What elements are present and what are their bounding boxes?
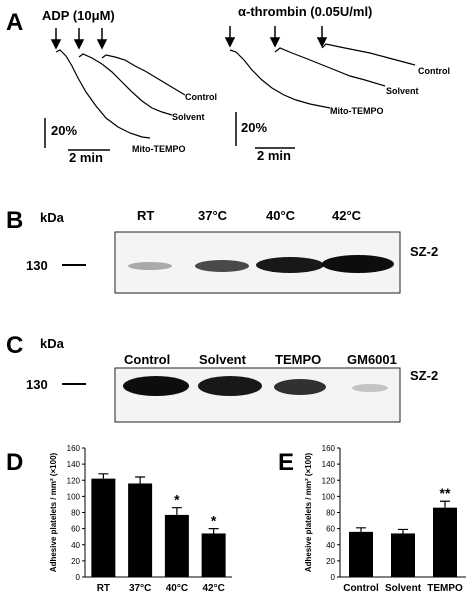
y-tick-label: 100 [322, 492, 336, 501]
trace-label: Mito-TEMPO [132, 144, 186, 154]
scale-label: 2 min [69, 150, 103, 165]
significance: * [174, 492, 180, 508]
lane-label: 40°C [266, 208, 296, 223]
significance: ** [440, 485, 451, 501]
y-tick-label: 80 [71, 509, 80, 518]
error-bar [98, 473, 109, 479]
scale-bar [44, 112, 295, 151]
scale-label: 20% [241, 120, 267, 135]
scale-label: 20% [51, 123, 77, 138]
error-bar [356, 527, 366, 532]
x-tick-label: 42°C [202, 583, 224, 594]
panel-label: A [6, 9, 23, 36]
lane-label: RT [137, 208, 154, 223]
y-tick-label: 40 [71, 541, 80, 550]
y-tick-label: 80 [326, 509, 335, 518]
arrows [50, 26, 328, 50]
trace-title: ADP (10μM) [42, 8, 115, 23]
y-axis-label: Adhesive platelets / mm² (×100) [49, 452, 58, 572]
unit: kDa [40, 336, 65, 351]
y-tick-label: 120 [67, 476, 81, 485]
error-bar [171, 507, 182, 515]
bar [164, 514, 189, 577]
lane-label: 37°C [198, 208, 228, 223]
panel-label: D [6, 449, 23, 476]
x-tick-label: Solvent [385, 583, 422, 594]
y-tick-label: 140 [322, 460, 336, 469]
bar [91, 478, 116, 577]
traces [55, 43, 416, 139]
y-axis-label: Adhesive platelets / mm² (×100) [304, 452, 313, 572]
y-tick-label: 140 [67, 460, 81, 469]
lane-label: Solvent [199, 352, 247, 367]
trace-label: Control [418, 66, 450, 76]
panel-label: E [278, 449, 294, 476]
bands [123, 376, 388, 396]
lane-label: TEMPO [275, 352, 321, 367]
bar [201, 533, 226, 577]
trace-label: Solvent [172, 112, 205, 122]
error-bar [135, 476, 146, 484]
y-tick-label: 60 [71, 525, 80, 534]
trace-title: α-thrombin (0.05U/ml) [238, 4, 372, 19]
bar [391, 533, 415, 577]
bar [349, 531, 373, 577]
y-tick-label: 40 [326, 541, 335, 550]
lane-label: Control [124, 352, 170, 367]
unit: kDa [40, 210, 65, 225]
y-tick-label: 160 [67, 444, 81, 453]
marker: 130 [26, 377, 48, 392]
protein: SZ-2 [410, 244, 438, 259]
protein: SZ-2 [410, 368, 438, 383]
x-tick-label: 40°C [166, 583, 188, 594]
y-tick-label: 160 [322, 444, 336, 453]
y-tick-label: 100 [67, 492, 81, 501]
panel-label: C [6, 332, 23, 359]
y-tick-label: 0 [76, 573, 81, 582]
x-tick-label: RT [97, 583, 110, 594]
error-bar [440, 500, 450, 508]
marker: 130 [26, 258, 48, 273]
x-tick-label: 37°C [129, 583, 151, 594]
error-bar [398, 528, 408, 534]
lane-label: GM6001 [347, 352, 397, 367]
bands [128, 255, 394, 273]
y-tick-label: 120 [322, 476, 336, 485]
x-tick-label: TEMPO [427, 583, 463, 594]
bar [128, 483, 153, 577]
panel-label: B [6, 207, 23, 234]
significance: * [211, 513, 217, 529]
trace-label: Solvent [386, 86, 419, 96]
trace-label: Control [185, 92, 217, 102]
trace-label: Mito-TEMPO [330, 106, 384, 116]
y-tick-label: 20 [326, 557, 335, 566]
error-bar [208, 528, 219, 534]
y-tick-label: 60 [326, 525, 335, 534]
x-tick-label: Control [343, 583, 379, 594]
bar [433, 507, 457, 577]
y-tick-label: 0 [331, 573, 336, 582]
lane-label: 42°C [332, 208, 362, 223]
y-tick-label: 20 [71, 557, 80, 566]
scale-label: 2 min [257, 148, 291, 163]
